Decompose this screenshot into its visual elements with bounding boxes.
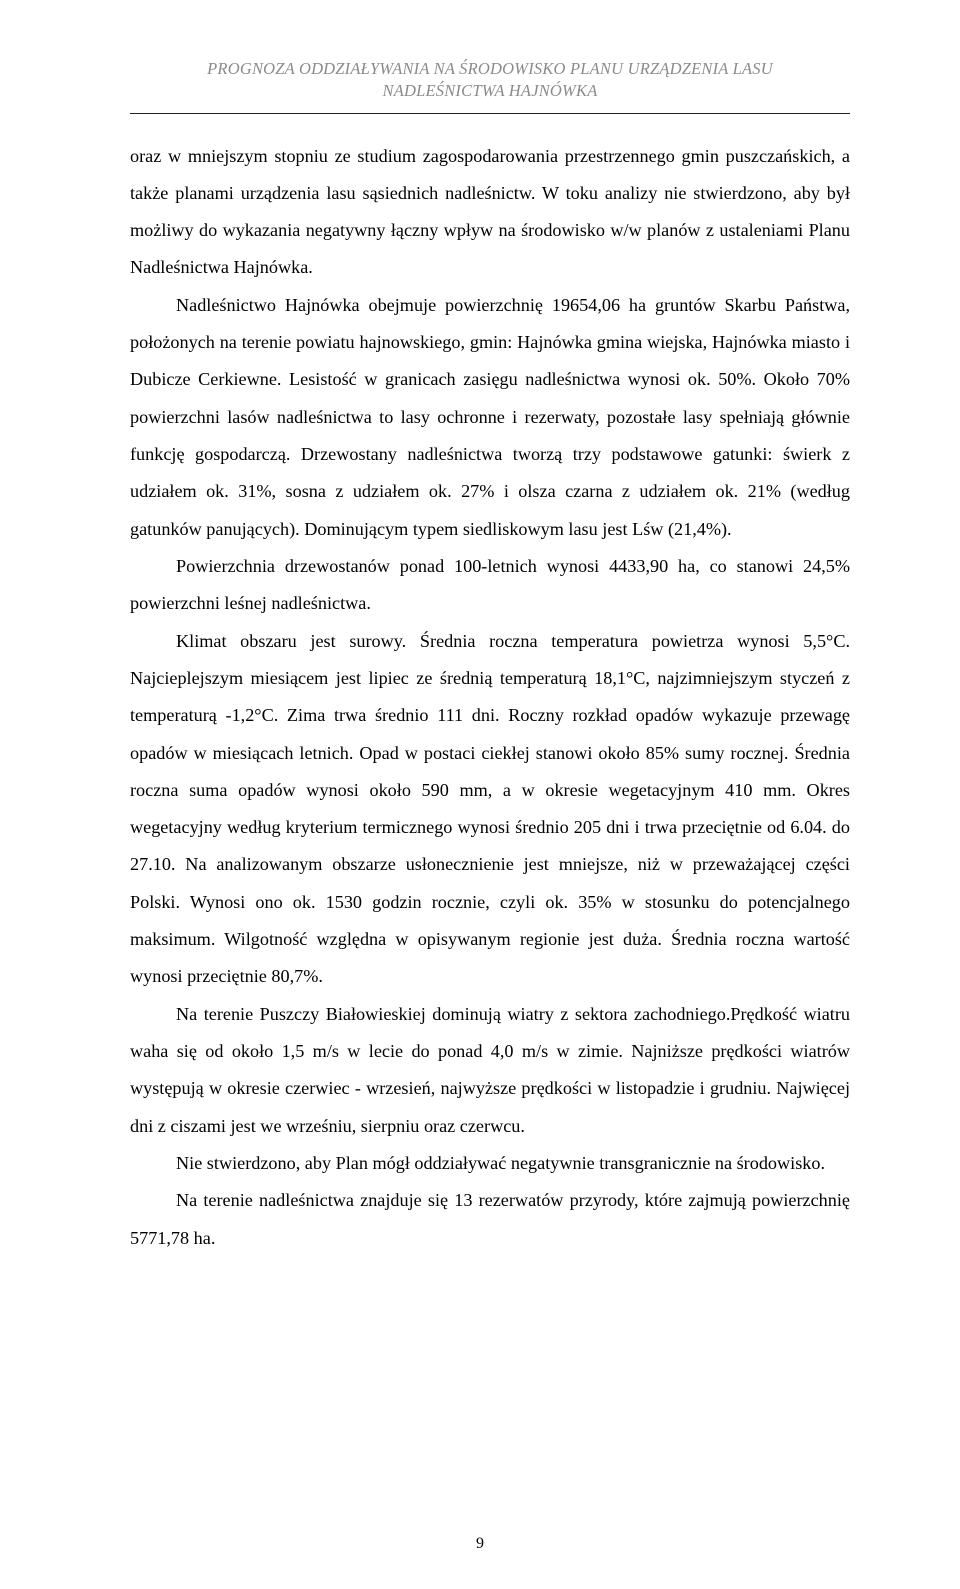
- page-number: 9: [0, 1535, 960, 1553]
- paragraph-7: Na terenie nadleśnictwa znajduje się 13 …: [130, 1182, 850, 1257]
- header-line-1: PROGNOZA ODDZIAŁYWANIA NA ŚRODOWISKO PLA…: [130, 58, 850, 80]
- paragraph-2: Nadleśnictwo Hajnówka obejmuje powierzch…: [130, 287, 850, 548]
- paragraph-5: Na terenie Puszczy Białowieskiej dominuj…: [130, 996, 850, 1145]
- header-rule: [130, 113, 850, 114]
- document-page: PROGNOZA ODDZIAŁYWANIA NA ŚRODOWISKO PLA…: [0, 0, 960, 1589]
- body-text: oraz w mniejszym stopniu ze studium zago…: [130, 138, 850, 1257]
- paragraph-4: Klimat obszaru jest surowy. Średnia rocz…: [130, 623, 850, 996]
- page-header: PROGNOZA ODDZIAŁYWANIA NA ŚRODOWISKO PLA…: [130, 58, 850, 103]
- paragraph-1: oraz w mniejszym stopniu ze studium zago…: [130, 138, 850, 287]
- paragraph-3: Powierzchnia drzewostanów ponad 100-letn…: [130, 548, 850, 623]
- paragraph-6: Nie stwierdzono, aby Plan mógł oddziaływ…: [130, 1145, 850, 1182]
- header-line-2: NADLEŚNICTWA HAJNÓWKA: [130, 80, 850, 102]
